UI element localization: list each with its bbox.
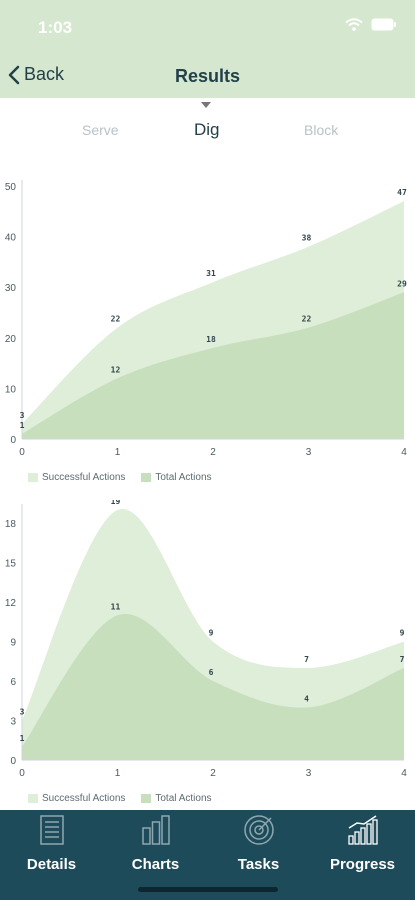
data-label: 47 — [397, 188, 407, 197]
tab-label: Details — [26, 856, 77, 873]
data-label: 9 — [400, 629, 405, 638]
x-tick-label: 4 — [401, 447, 407, 458]
data-label: 11 — [111, 602, 121, 611]
x-tick-label: 0 — [19, 447, 25, 458]
x-tick-label: 0 — [19, 768, 25, 779]
data-label: 22 — [302, 315, 312, 324]
y-tick-label: 40 — [5, 233, 17, 244]
data-label: 3 — [20, 708, 25, 717]
page-title: Results — [174, 66, 241, 86]
y-tick-label: 30 — [5, 283, 17, 294]
x-tick-label: 3 — [306, 447, 312, 458]
y-tick-label: 10 — [5, 384, 17, 395]
data-label: 22 — [111, 315, 121, 324]
legend-swatch — [28, 794, 38, 803]
legend-label: Successful Actions — [42, 793, 126, 804]
tab-label: Progress — [329, 856, 396, 873]
tab-label: Tasks — [237, 856, 280, 873]
wifi-icon — [345, 18, 363, 31]
x-tick-label: 4 — [401, 768, 407, 779]
data-label: 6 — [209, 668, 214, 677]
x-tick-label: 1 — [115, 447, 121, 458]
segment-dig[interactable]: Dig — [194, 120, 220, 139]
data-label: 18 — [206, 335, 216, 344]
tab-details[interactable]: Details — [0, 810, 103, 890]
x-tick-label: 2 — [210, 447, 216, 458]
y-tick-label: 50 — [5, 182, 17, 193]
legend-label: Successful Actions — [42, 472, 126, 483]
y-tick-label: 3 — [10, 717, 16, 728]
x-tick-label: 2 — [210, 768, 216, 779]
back-button[interactable]: Back — [8, 64, 64, 85]
progress-chart-icon — [348, 815, 378, 845]
y-tick-label: 15 — [5, 559, 17, 570]
legend-label: Total Actions — [155, 793, 212, 804]
tab-progress[interactable]: Progress — [311, 810, 414, 890]
caret-down-icon — [201, 102, 211, 108]
legend-label: Total Actions — [155, 472, 212, 483]
chart-2: 0 3 6 9 12 15 18 0 1 2 3 4 3 19 9 7 9 1 11 6 4 7 Successful A… — [0, 497, 415, 810]
target-icon — [244, 815, 274, 845]
y-tick-label: 12 — [5, 598, 17, 609]
data-label: 4 — [304, 694, 309, 703]
data-label: 12 — [111, 365, 121, 374]
segment-serve[interactable]: Serve — [82, 122, 119, 138]
data-label: 1 — [20, 734, 25, 743]
data-label: 19 — [111, 500, 121, 506]
area-series-2 — [22, 613, 404, 760]
chart-1: 0 10 20 30 40 50 0 1 2 3 4 3 22 31 38 47 1 12 18 22 29 Succe… — [0, 170, 415, 490]
x-tick-label: 1 — [115, 768, 121, 779]
segment-block[interactable]: Block — [304, 122, 339, 138]
back-label: Back — [24, 64, 65, 84]
legend-swatch — [28, 473, 38, 482]
navigation-bar: Back Results — [0, 54, 415, 98]
status-bar: 1:03 — [0, 0, 415, 54]
area-series-2 — [22, 292, 404, 439]
status-time: 1:03 — [38, 18, 73, 37]
data-label: 7 — [400, 655, 405, 664]
y-tick-label: 6 — [10, 677, 16, 688]
y-tick-label: 0 — [10, 756, 16, 767]
legend-swatch — [141, 473, 152, 482]
chevron-left-icon — [8, 65, 20, 84]
tab-label: Charts — [131, 856, 180, 873]
data-label: 9 — [209, 629, 214, 638]
legend-swatch — [141, 794, 152, 803]
data-label: 29 — [397, 279, 407, 288]
legend-2: Successful Actions Total Actions — [28, 793, 212, 804]
home-indicator — [138, 887, 278, 892]
tab-tasks[interactable]: Tasks — [207, 810, 310, 890]
x-tick-label: 3 — [306, 768, 312, 779]
list-icon — [40, 815, 64, 845]
bar-chart-icon — [142, 815, 170, 845]
data-label: 1 — [20, 421, 25, 430]
y-tick-label: 9 — [10, 638, 16, 649]
y-tick-label: 18 — [5, 519, 17, 530]
segment-picker: Serve Dig Block — [0, 100, 415, 150]
status-icons — [345, 18, 397, 31]
data-label: 38 — [302, 234, 312, 243]
tab-bar: Details Charts Tasks Progress — [0, 810, 415, 900]
tab-charts[interactable]: Charts — [104, 810, 207, 890]
legend-1: Successful Actions Total Actions — [28, 472, 212, 483]
battery-icon — [371, 18, 396, 31]
data-label: 7 — [304, 655, 309, 664]
data-label: 3 — [20, 411, 25, 420]
y-tick-label: 0 — [10, 435, 16, 446]
y-tick-label: 20 — [5, 334, 17, 345]
data-label: 31 — [206, 269, 216, 278]
